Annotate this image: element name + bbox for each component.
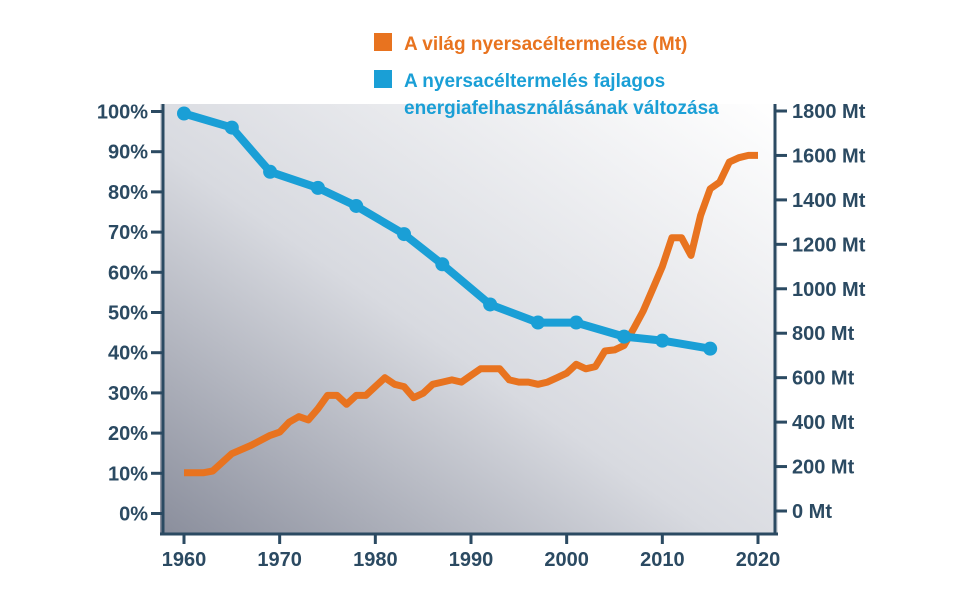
energy-data-point — [177, 106, 191, 121]
legend-label-energy: energiafelhasználásának változása — [404, 98, 719, 119]
left-y-tick-label: 50% — [108, 303, 148, 325]
energy-data-point — [569, 315, 584, 330]
energy-data-point — [530, 315, 545, 330]
x-tick-label: 2000 — [544, 549, 589, 571]
right-y-tick-label: 1400 Mt — [792, 190, 866, 212]
energy-data-point — [224, 120, 239, 135]
production-series-line — [184, 151, 758, 477]
left-y-tick-label: 70% — [108, 222, 148, 244]
energy-data-point — [397, 227, 412, 242]
right-y-tick-label: 0 Mt — [792, 501, 832, 523]
energy-data-point — [349, 198, 364, 213]
left-y-tick-label: 0% — [119, 504, 148, 526]
legend-swatch-production — [374, 33, 392, 51]
left-y-tick-label: 90% — [108, 142, 148, 164]
right-y-tick-label: 800 Mt — [792, 323, 855, 345]
x-tick-label: 1980 — [353, 549, 398, 571]
right-y-tick-label: 1200 Mt — [792, 234, 866, 256]
right-y-tick-label: 1000 Mt — [792, 279, 866, 301]
x-tick-label: 2020 — [736, 549, 781, 571]
right-y-tick-label: 400 Mt — [792, 412, 855, 434]
right-y-tick-label: 200 Mt — [792, 457, 855, 479]
left-y-tick-label: 30% — [108, 383, 148, 405]
energy-data-point — [617, 329, 632, 344]
legend-label-production: A világ nyersacéltermelése (Mt) — [404, 34, 687, 55]
x-tick-label: 2010 — [640, 549, 685, 571]
energy-data-point — [435, 257, 450, 272]
left-y-tick-label: 10% — [108, 463, 148, 485]
left-y-tick-label: 20% — [108, 423, 148, 445]
x-tick-label: 1960 — [162, 549, 207, 571]
x-tick-label: 1970 — [257, 549, 302, 571]
legend-label-energy: A nyersacéltermelés fajlagos — [404, 71, 665, 92]
energy-data-point — [655, 333, 670, 348]
legend-swatch-energy — [374, 70, 392, 88]
axes: 0% 10% 20% 30% 40% 50% 60% 70% 80% 90% 100% 0 Mt 200… — [97, 101, 866, 571]
plot-background — [160, 104, 778, 534]
left-y-tick-label: 80% — [108, 182, 148, 204]
energy-data-point — [263, 164, 278, 179]
left-y-tick-label: 60% — [108, 262, 148, 284]
left-y-tick-label: 40% — [108, 343, 148, 365]
left-y-tick-label: 100% — [97, 102, 148, 124]
energy-data-point — [310, 180, 325, 195]
series-layer — [177, 106, 758, 477]
energy-data-point — [483, 297, 498, 312]
legend: A világ nyersacéltermelése (Mt) A nyersac… — [374, 33, 719, 119]
right-y-tick-label: 1800 Mt — [792, 101, 866, 123]
right-y-tick-label: 600 Mt — [792, 368, 855, 390]
x-tick-label: 1990 — [449, 549, 494, 571]
right-y-tick-label: 1600 Mt — [792, 145, 866, 167]
energy-data-point — [703, 341, 718, 356]
